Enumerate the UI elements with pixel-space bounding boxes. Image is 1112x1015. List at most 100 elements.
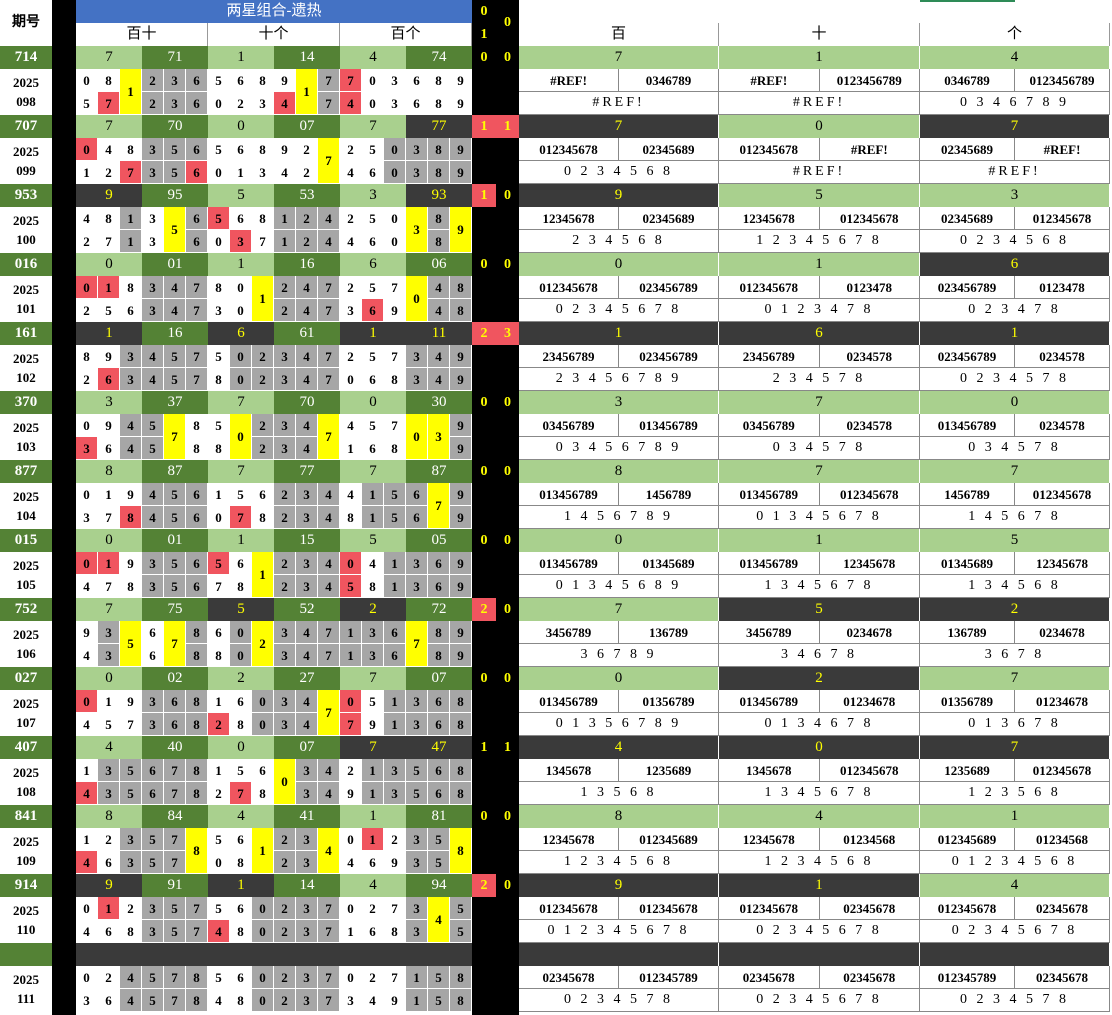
digit-cell: 0: [208, 851, 230, 874]
digit-cell: 9: [384, 851, 406, 874]
period-number: 161: [0, 322, 52, 345]
digit-cell: 4: [142, 345, 164, 368]
candidate-summary: 0 2 3 4 5 7 8: [920, 368, 1110, 391]
candidate-list: 12345678: [719, 207, 820, 230]
digit-cell: 3: [98, 782, 120, 805]
candidate-list: 013456789: [519, 552, 619, 575]
digit-cell: 5: [428, 989, 450, 1012]
digit-cell: 8: [186, 621, 208, 644]
digit-cell: 4: [120, 989, 142, 1012]
hot-flag: 1: [496, 115, 519, 138]
combo-value: 0: [76, 253, 142, 276]
combo-value: 41: [274, 805, 340, 828]
header-blank: [519, 0, 1112, 23]
digit-cell: 2: [76, 299, 98, 322]
digit-cell: 1: [406, 966, 428, 989]
digit-cell: 5: [362, 690, 384, 713]
digit-cell: 0: [208, 92, 230, 115]
digit-cell: 7: [318, 989, 340, 1012]
digit-cell: 6: [230, 138, 252, 161]
flag-label: 0: [496, 0, 519, 46]
candidate-summary: 1 2 3 4 5 6 8: [519, 851, 719, 874]
candidate-list: 012345789: [619, 966, 719, 989]
digit-cell: 9: [450, 414, 472, 437]
digit-cell: 0: [230, 276, 252, 299]
digit-cell: 5: [362, 207, 384, 230]
hot-flag: 0: [472, 529, 496, 552]
digit-cell: 9: [120, 690, 142, 713]
digit-cell: 6: [428, 552, 450, 575]
candidate-list: 012345678: [819, 207, 920, 230]
period-header: 期号: [0, 0, 52, 46]
group-sub-header: 十个: [208, 23, 340, 46]
digit-cell: 4: [296, 299, 318, 322]
digit-cell: 4: [120, 414, 142, 437]
combo-value: 52: [274, 598, 340, 621]
digit-cell: 5: [450, 920, 472, 943]
digit-cell: 3: [296, 851, 318, 874]
group-sub-header: 百十: [76, 23, 208, 46]
digit-cell: 3: [406, 575, 428, 598]
combo-value: 4: [340, 46, 406, 69]
digit-cell: 3: [274, 690, 296, 713]
position-digit: 1: [719, 529, 920, 552]
digit-cell: 1: [208, 759, 230, 782]
candidate-list: 23456789: [519, 345, 619, 368]
period-issue: 107: [16, 714, 36, 730]
digit-cell: 6: [164, 690, 186, 713]
digit-cell: 4: [76, 851, 98, 874]
candidate-list: 23456789: [719, 345, 820, 368]
period-issue-box: [0, 828, 52, 874]
digit-cell: 8: [428, 644, 450, 667]
digit-cell: 7: [318, 69, 340, 92]
digit-cell: 7: [186, 299, 208, 322]
digit-cell: 2: [274, 989, 296, 1012]
digit-cell: 0: [362, 69, 384, 92]
digit-cell: 2: [362, 966, 384, 989]
digit-cell: 4: [296, 713, 318, 736]
combo-value: 5: [340, 529, 406, 552]
digit-cell: 5: [428, 966, 450, 989]
combo-value: 4: [340, 874, 406, 897]
combo-value: 9: [76, 184, 142, 207]
combo-value: 5: [208, 184, 274, 207]
digit-cell: 8: [186, 644, 208, 667]
combo-value: 4: [208, 805, 274, 828]
digit-cell: 8: [362, 575, 384, 598]
combo-value: [76, 943, 142, 966]
combo-value: 4: [76, 736, 142, 759]
position-digit: 0: [719, 115, 920, 138]
digit-cell: 9: [450, 621, 472, 644]
digit-cell: 5: [230, 483, 252, 506]
candidate-list: 1456789: [920, 483, 1015, 506]
digit-cell: 8: [384, 437, 406, 460]
digit-cell: 3: [142, 138, 164, 161]
digit-cell: 6: [186, 138, 208, 161]
digit-cell: 3: [230, 230, 252, 253]
digit-cell: 5: [164, 368, 186, 391]
digit-cell: 1: [362, 483, 384, 506]
candidate-list: 12345678: [519, 207, 619, 230]
digit-cell: 9: [98, 414, 120, 437]
digit-cell: 8: [450, 299, 472, 322]
digit-cell: 5: [208, 69, 230, 92]
candidate-list: 03456789: [519, 414, 619, 437]
digit-cell: 3: [274, 621, 296, 644]
combo-value: 74: [406, 46, 472, 69]
digit-cell: 6: [428, 690, 450, 713]
period-number: 370: [0, 391, 52, 414]
position-digit: 6: [920, 253, 1110, 276]
digit-cell: 6: [362, 299, 384, 322]
digit-cell: 8: [186, 966, 208, 989]
period-issue: 104: [16, 507, 36, 523]
candidate-list: 012345678: [1015, 207, 1110, 230]
position-digit: 3: [920, 184, 1110, 207]
candidate-list: 02345678: [1015, 966, 1110, 989]
candidate-list: 0234578: [1015, 345, 1110, 368]
combo-value: [208, 943, 274, 966]
candidate-summary: 0 2 3 4 5 6 7 8: [519, 299, 719, 322]
period-issue: 110: [16, 921, 36, 937]
candidate-summary: 2 3 4 5 7 8: [719, 368, 920, 391]
digit-cell: 5: [208, 207, 230, 230]
digit-cell: 3: [142, 161, 164, 184]
